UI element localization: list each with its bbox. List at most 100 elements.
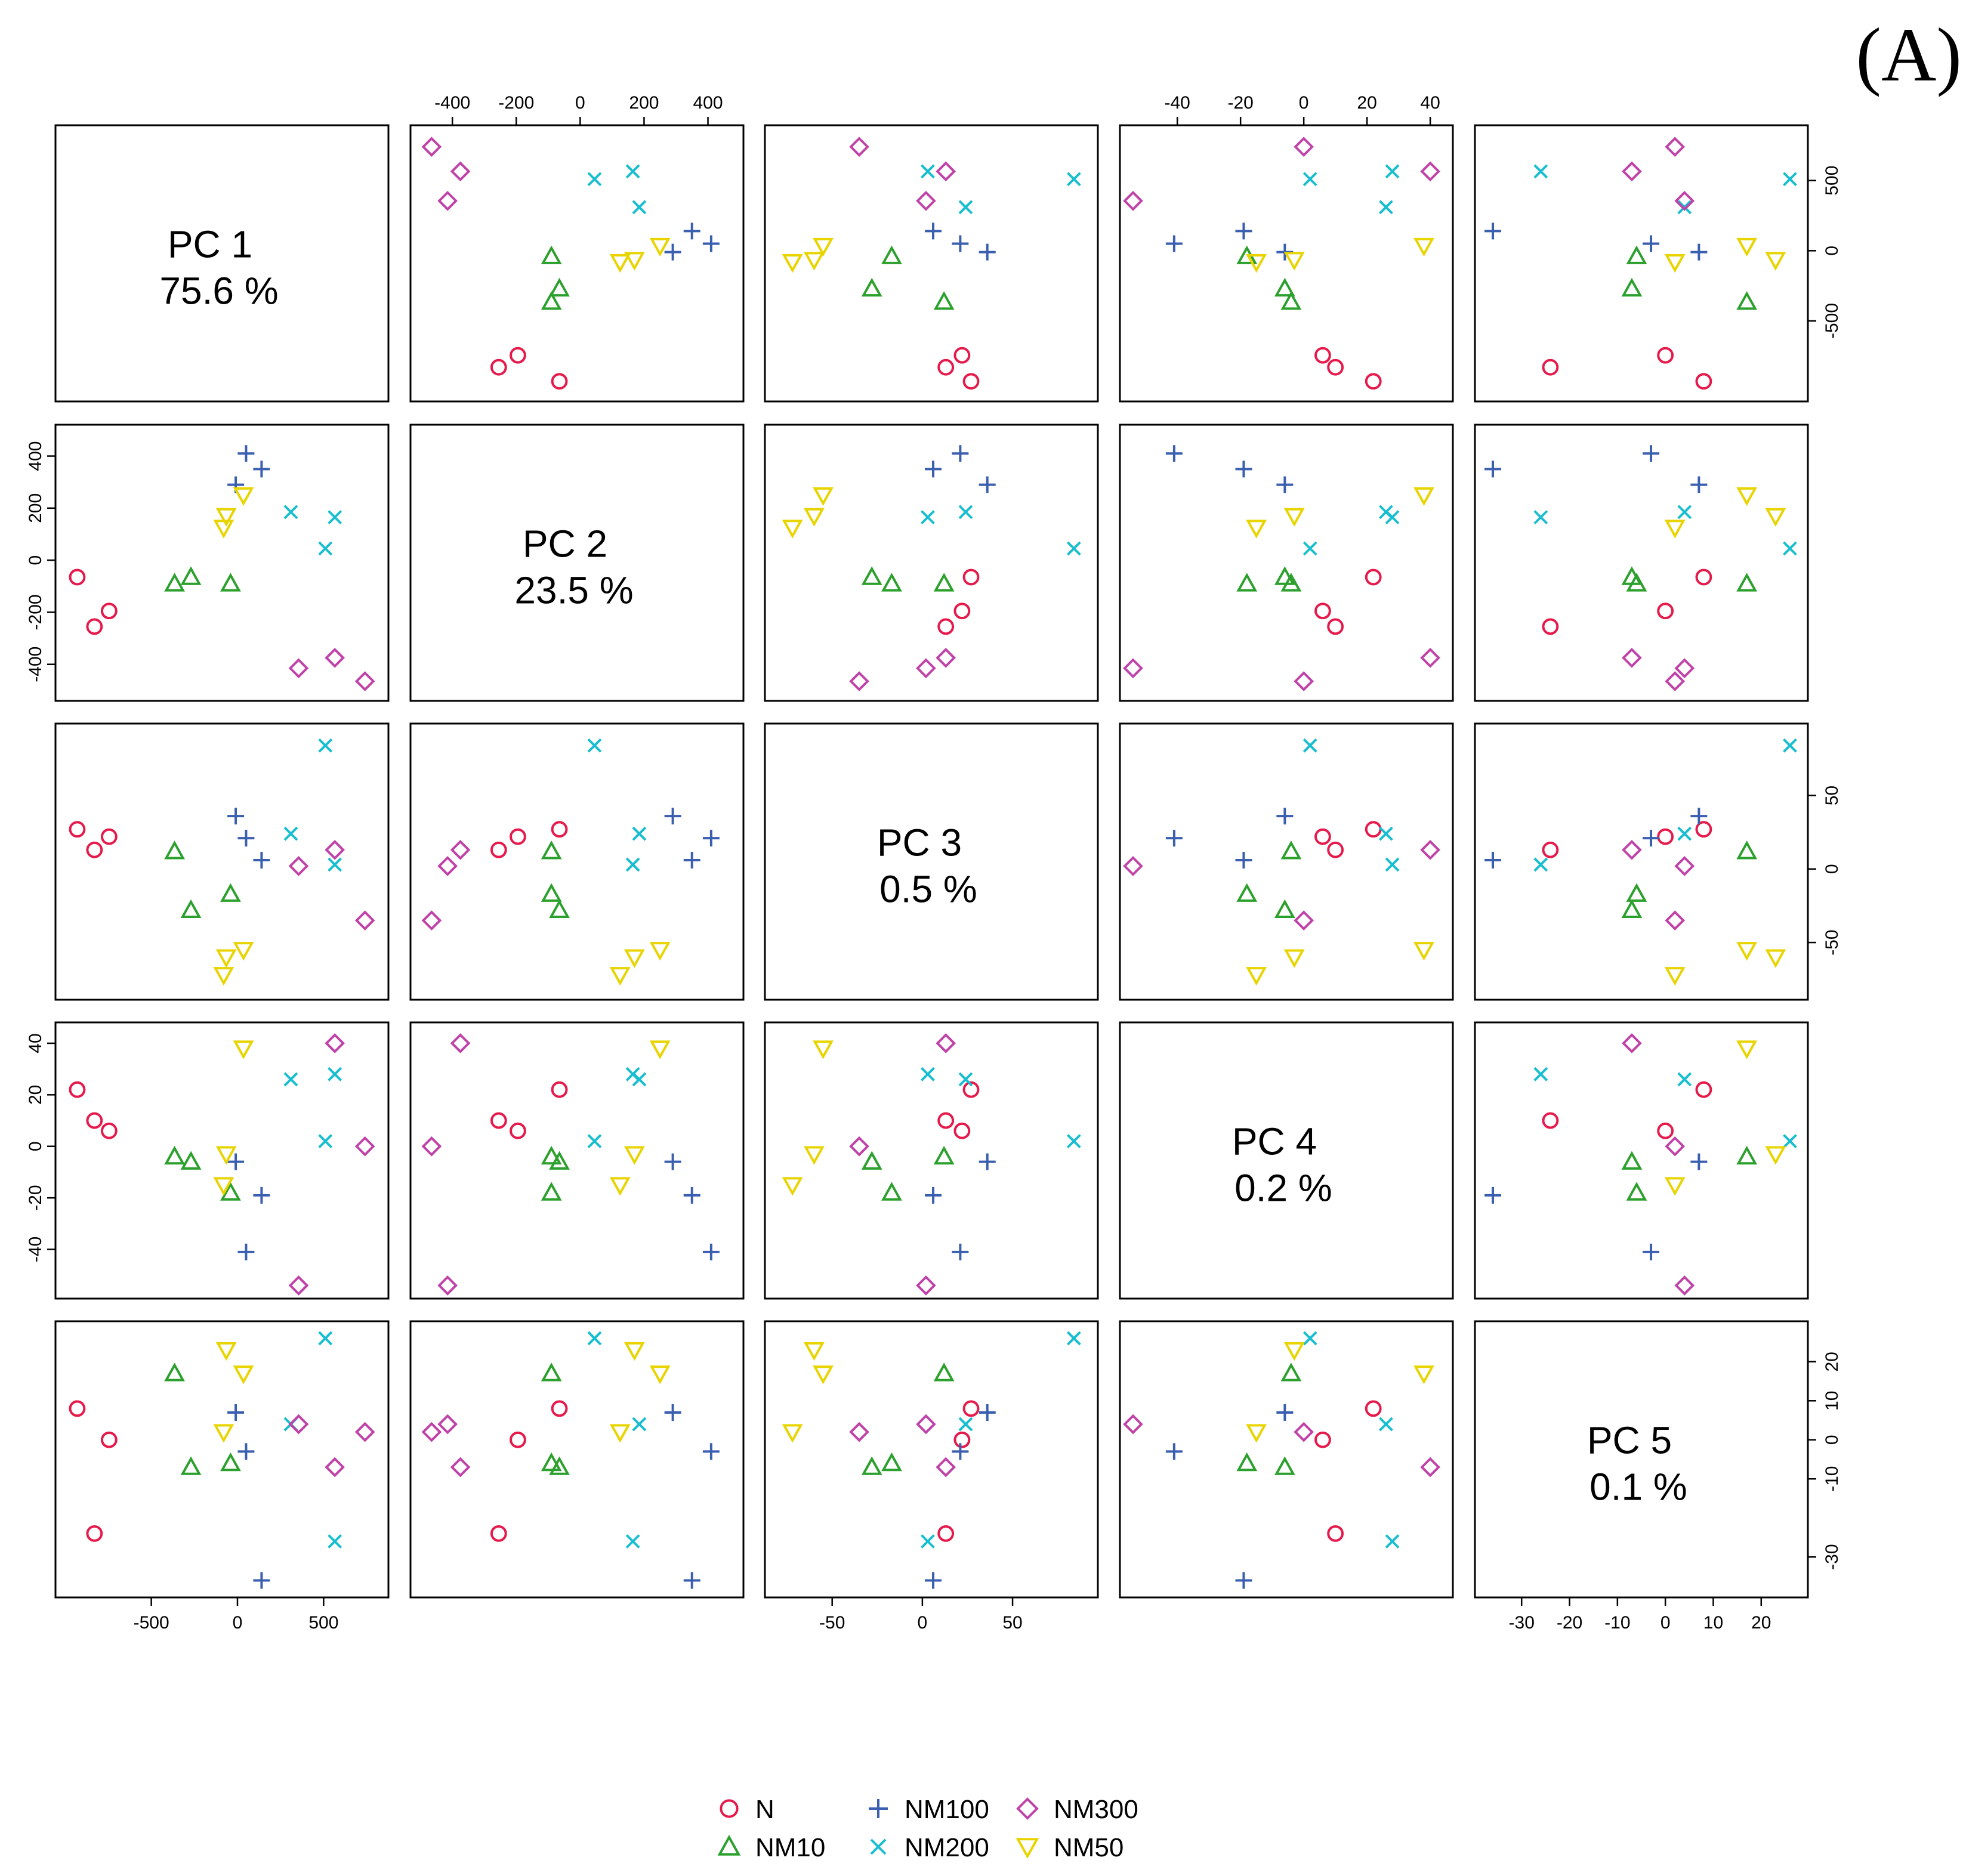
point-nm100 [237, 830, 255, 847]
legend-label: NM10 [755, 1833, 825, 1862]
point-nm100 [925, 222, 942, 240]
point-nm300 [1674, 856, 1695, 876]
point-nm50 [804, 508, 825, 527]
y-tick-label: 400 [26, 441, 45, 471]
point-n [86, 1525, 103, 1542]
point-nm10 [541, 1362, 562, 1381]
point-n [1314, 347, 1331, 364]
point-nm50 [1736, 487, 1758, 506]
point-nm300 [354, 671, 375, 691]
point-nm100 [702, 235, 720, 252]
top-tick-label: -40 [1165, 93, 1190, 113]
legend-marker-nm100 [869, 1799, 888, 1818]
point-nm10 [180, 1151, 202, 1170]
panel-frame [1474, 722, 1809, 1001]
point-n [1695, 1081, 1712, 1098]
x-tick-label: 500 [308, 1613, 338, 1633]
point-n [100, 828, 118, 845]
point-nm10 [164, 1362, 185, 1381]
y-tick-label: 40 [26, 1033, 45, 1053]
legend-marker-nm50 [1016, 1838, 1039, 1859]
panel-pc1-vs-pc5 [54, 1320, 390, 1599]
point-nm200 [1379, 200, 1393, 215]
panel-frame [409, 424, 745, 702]
point-nm200 [1533, 164, 1548, 179]
panel-pc3-vs-pc3: PC 30.5 % [764, 722, 1099, 1001]
point-nm50 [213, 967, 234, 986]
legend-item-nm300: NM300 [1016, 1795, 1138, 1824]
point-nm200 [625, 857, 640, 872]
point-nm300 [1294, 910, 1314, 931]
point-nm300 [354, 1421, 375, 1442]
point-nm10 [1626, 573, 1647, 592]
panel-frame [409, 1320, 745, 1599]
point-nm100 [1690, 1153, 1708, 1170]
legend-label: NM300 [1054, 1795, 1138, 1824]
point-n [937, 1525, 955, 1542]
panel-frame [1119, 1320, 1454, 1599]
point-nm50 [1413, 237, 1434, 257]
point-nm10 [1280, 291, 1302, 310]
point-n [490, 1525, 507, 1542]
point-nm300 [325, 647, 345, 668]
point-n [1365, 373, 1382, 390]
point-nm200 [921, 510, 935, 525]
right-tick-label: -30 [1822, 1544, 1842, 1569]
panel-pc5-vs-pc4 [1474, 1021, 1809, 1300]
point-nm50 [1413, 942, 1434, 961]
point-nm50 [624, 252, 645, 271]
component-name: PC 3 [877, 821, 962, 864]
point-nm50 [813, 237, 834, 257]
point-nm10 [1626, 883, 1647, 902]
point-nm10 [933, 291, 955, 310]
y-tick-label: 20 [26, 1085, 45, 1105]
legend-item-n: N [720, 1795, 774, 1824]
point-nm10 [1621, 277, 1643, 297]
point-nm100 [227, 1404, 245, 1421]
point-nm100 [253, 852, 270, 869]
panel-pc5-vs-pc5: PC 50.1 % [1474, 1320, 1809, 1599]
y-tick-label: -20 [26, 1185, 45, 1210]
point-nm300 [1123, 190, 1143, 211]
point-nm10 [1274, 1456, 1295, 1475]
x-tick-label: -10 [1604, 1613, 1630, 1633]
point-n [1695, 373, 1712, 390]
point-nm200 [958, 200, 973, 215]
point-nm100 [1643, 1243, 1660, 1260]
point-n [551, 1400, 568, 1417]
panel-frame [1119, 1021, 1454, 1300]
panel-frame [764, 722, 1099, 1001]
point-nm10 [164, 573, 185, 592]
panel-pc2-vs-pc2: PC 223.5 % [409, 424, 745, 702]
point-n [1657, 602, 1674, 620]
point-nm200 [1677, 1072, 1692, 1087]
point-nm100 [253, 1572, 270, 1589]
panel-pc5-vs-pc1 [1474, 124, 1809, 403]
point-n [937, 358, 955, 376]
point-n [1327, 841, 1344, 858]
legend-item-nm100: NM100 [869, 1795, 989, 1824]
point-nm300 [354, 910, 375, 931]
point-nm300 [421, 910, 442, 931]
point-nm300 [450, 161, 471, 182]
top-tick-label: 20 [1357, 93, 1376, 113]
point-nm300 [1674, 658, 1695, 679]
point-nm100 [253, 460, 270, 478]
point-nm50 [1283, 1342, 1305, 1361]
point-nm100 [702, 830, 720, 847]
point-nm300 [1665, 1136, 1686, 1157]
point-n [937, 618, 955, 635]
point-nm100 [1235, 852, 1252, 869]
panel-frame [409, 124, 745, 403]
point-nm200 [1533, 857, 1548, 872]
point-nm100 [664, 1404, 681, 1421]
point-n [1314, 602, 1331, 620]
point-nm300 [1665, 910, 1686, 931]
x-tick-label: 10 [1703, 1613, 1723, 1633]
point-nm50 [609, 967, 631, 986]
point-nm300 [1674, 1275, 1695, 1296]
panel-frame [409, 1021, 745, 1300]
point-nm200 [318, 541, 333, 556]
point-nm50 [782, 1424, 803, 1443]
point-nm50 [1283, 949, 1305, 968]
